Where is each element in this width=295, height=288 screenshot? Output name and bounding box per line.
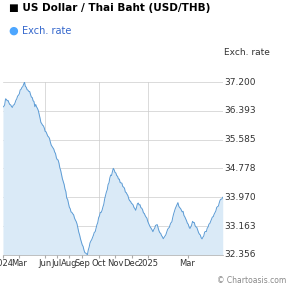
Text: 36.393: 36.393 xyxy=(224,106,256,115)
Text: 35.585: 35.585 xyxy=(224,135,256,144)
Text: 33.163: 33.163 xyxy=(224,221,256,231)
Text: 37.200: 37.200 xyxy=(224,77,256,87)
Text: ■ US Dollar / Thai Baht (USD/THB): ■ US Dollar / Thai Baht (USD/THB) xyxy=(9,3,210,13)
Text: 32.356: 32.356 xyxy=(224,250,256,259)
Text: Exch. rate: Exch. rate xyxy=(224,48,270,56)
Text: © Chartoasis.com: © Chartoasis.com xyxy=(217,276,286,285)
Text: Exch. rate: Exch. rate xyxy=(22,26,71,36)
Text: 33.970: 33.970 xyxy=(224,193,256,202)
Text: 34.778: 34.778 xyxy=(224,164,256,173)
Text: ●: ● xyxy=(9,26,19,36)
